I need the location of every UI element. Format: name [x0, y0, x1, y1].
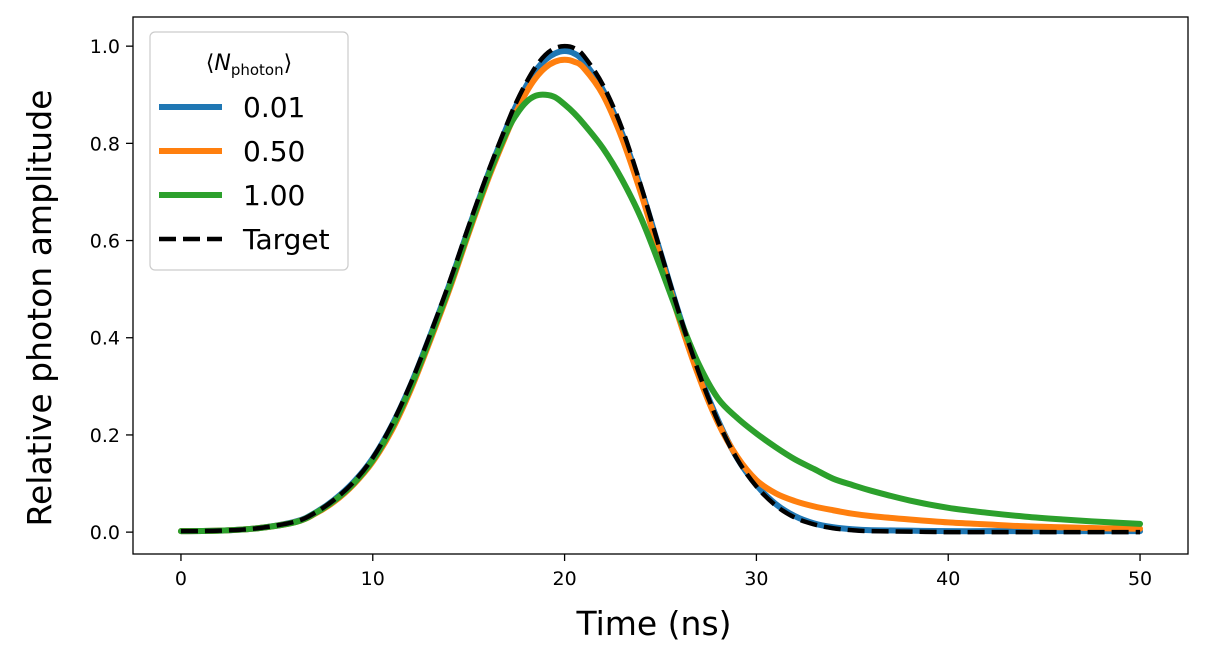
y-axis-label: Relative photon amplitude — [20, 90, 59, 527]
x-axis: 0 10 20 30 40 50 — [175, 554, 1152, 590]
legend-title-subscript: photon — [231, 61, 284, 79]
x-tick-label: 0 — [175, 568, 187, 590]
legend-label-0-01: 0.01 — [243, 91, 305, 124]
legend-label-1-00: 1.00 — [243, 179, 305, 212]
legend: ⟨Nphoton⟩ 0.01 0.50 1.00 Target — [149, 31, 349, 271]
legend-title-symbol: N — [214, 51, 230, 76]
legend-entries: 0.01 0.50 1.00 Target — [159, 91, 330, 256]
series-layer — [177, 43, 1144, 535]
legend-box — [149, 31, 349, 271]
legend-title-close: ⟩ — [284, 51, 293, 76]
legend-title-open: ⟨ — [206, 51, 215, 76]
y-tick-label: 0.0 — [90, 522, 120, 544]
y-axis: 0.0 0.2 0.4 0.6 0.8 1.0 — [90, 36, 133, 544]
series-line-target — [180, 43, 1141, 535]
y-tick-label: 0.6 — [90, 231, 120, 253]
y-tick-label: 0.4 — [90, 328, 120, 350]
x-tick-label: 40 — [936, 568, 960, 590]
plot-area-frame — [132, 16, 1189, 555]
legend-label-target: Target — [242, 223, 330, 256]
y-tick-label: 1.0 — [90, 36, 120, 58]
x-tick-label: 10 — [361, 568, 385, 590]
x-tick-label: 30 — [744, 568, 768, 590]
x-axis-label: Time (ns) — [575, 604, 731, 643]
x-tick-label: 20 — [552, 568, 576, 590]
x-tick-label: 50 — [1128, 568, 1152, 590]
legend-title: ⟨Nphoton⟩ — [206, 51, 292, 79]
legend-label-0-50: 0.50 — [243, 135, 305, 168]
y-tick-label: 0.8 — [90, 133, 120, 155]
y-tick-label: 0.2 — [90, 425, 120, 447]
